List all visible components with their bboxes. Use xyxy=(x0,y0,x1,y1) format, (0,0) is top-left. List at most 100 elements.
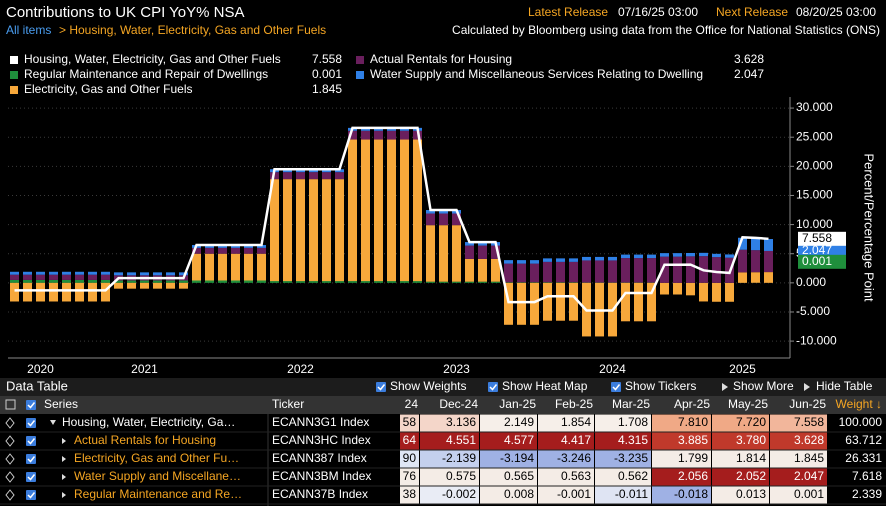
toggle-label[interactable]: Show Heat Map xyxy=(502,379,588,393)
toggle-label[interactable]: Show Weights xyxy=(390,379,466,393)
hide-table[interactable]: Hide Table xyxy=(816,379,873,393)
y-axis-label: Percent/Percentage Point xyxy=(862,153,877,302)
bar-segment xyxy=(296,169,305,173)
x-tick-label: 2025 xyxy=(729,362,756,376)
show-more[interactable]: Show More xyxy=(733,379,794,393)
weight: 26.331 xyxy=(845,451,882,465)
bar-segment xyxy=(699,282,708,302)
heat-cell xyxy=(420,450,479,468)
checkbox[interactable] xyxy=(26,400,36,410)
table-cell: 0.565 xyxy=(504,469,534,483)
bar-segment xyxy=(647,258,656,283)
toggle-label[interactable]: Show Tickers xyxy=(625,379,696,393)
bar-segment xyxy=(543,282,552,283)
row-icon[interactable] xyxy=(5,489,15,501)
row-icon[interactable] xyxy=(5,435,15,447)
expand-icon[interactable] xyxy=(62,492,66,498)
table-cell: -0.018 xyxy=(674,487,708,501)
bar-segment xyxy=(335,179,344,282)
row-icon[interactable] xyxy=(5,417,15,429)
ticker: ECANN3BM Index xyxy=(272,469,371,483)
show-more-icon xyxy=(722,383,728,391)
bar-segment xyxy=(166,280,175,283)
expand-icon[interactable] xyxy=(62,474,66,480)
legend-swatch xyxy=(10,56,18,64)
bar-segment xyxy=(218,253,227,281)
checkmark xyxy=(27,438,36,445)
bar-segment xyxy=(400,139,409,282)
bar-segment xyxy=(361,127,370,131)
heat-cell xyxy=(538,414,594,432)
y-tick-label: -10.000 xyxy=(796,333,837,347)
bar-segment xyxy=(738,272,747,283)
checkbox[interactable] xyxy=(488,382,498,392)
checkbox[interactable] xyxy=(26,454,36,464)
row-icon[interactable] xyxy=(5,471,15,483)
expand-icon[interactable] xyxy=(62,456,66,462)
bar-segment xyxy=(257,280,266,283)
x-tick-label: 2020 xyxy=(27,362,54,376)
ticker: ECANN3G1 Index xyxy=(272,415,369,429)
checkbox[interactable] xyxy=(26,472,36,482)
bar-segment xyxy=(673,256,682,283)
breadcrumb-item[interactable]: > Housing, Water, Electricity, Gas and O… xyxy=(59,23,326,37)
checkbox[interactable] xyxy=(26,436,36,446)
bar-segment xyxy=(426,281,435,283)
bar-segment xyxy=(452,225,461,282)
bar-segment xyxy=(75,279,84,283)
value-badge-label: 7.558 xyxy=(802,231,832,245)
bar-segment xyxy=(10,279,19,283)
bar-segment xyxy=(504,282,513,283)
table-cell: 0.575 xyxy=(446,469,476,483)
heat-cell xyxy=(538,450,594,468)
table-cell: 4.315 xyxy=(618,433,648,447)
bar-segment xyxy=(23,279,32,283)
heat-cell xyxy=(712,468,769,486)
bar-segment xyxy=(322,169,331,173)
weight: 63.712 xyxy=(845,433,882,447)
bar-segment xyxy=(686,256,695,283)
bar-segment xyxy=(322,281,331,283)
checkbox[interactable] xyxy=(26,418,36,428)
legend-value: 7.558 xyxy=(312,52,342,66)
bar-segment xyxy=(192,253,201,281)
bar-segment xyxy=(114,282,123,289)
table-cell: 3.136 xyxy=(446,415,476,429)
expand-icon[interactable] xyxy=(50,420,56,425)
checkmark xyxy=(27,474,36,481)
table-cell: 58 xyxy=(403,415,417,429)
bar-segment xyxy=(517,260,526,264)
checkbox[interactable] xyxy=(376,382,386,392)
x-tick-label: 2021 xyxy=(131,362,158,376)
legend-swatch xyxy=(356,71,364,79)
y-tick-label: 30.000 xyxy=(796,100,833,114)
bar-segment xyxy=(75,282,84,302)
bar-segment xyxy=(270,179,279,282)
bar-segment xyxy=(36,279,45,283)
bar-segment xyxy=(114,272,123,276)
heat-cell xyxy=(538,432,594,450)
legend-value: 2.047 xyxy=(734,67,764,81)
bar-segment xyxy=(348,281,357,283)
bar-segment xyxy=(270,281,279,283)
expand-icon[interactable] xyxy=(62,438,66,444)
table-cell: 3.780 xyxy=(736,433,766,447)
checkmark xyxy=(612,384,621,391)
checkbox[interactable] xyxy=(611,382,621,392)
bar-segment xyxy=(764,250,773,273)
legend-label: Water Supply and Miscellaneous Services … xyxy=(370,67,703,81)
heat-cell xyxy=(770,486,827,504)
bar-segment xyxy=(101,282,110,302)
bar-segment xyxy=(257,247,266,254)
row-icon[interactable] xyxy=(5,453,15,465)
bar-segment xyxy=(621,258,630,283)
value-badge xyxy=(798,254,846,269)
bar-segment xyxy=(465,258,474,282)
bar-segment xyxy=(88,274,97,280)
heat-cell xyxy=(652,432,711,450)
checkbox[interactable] xyxy=(26,490,36,500)
bar-segment xyxy=(465,281,474,283)
breadcrumb-root[interactable]: All items xyxy=(6,23,51,37)
bar-segment xyxy=(413,139,422,282)
x-tick-label: 2024 xyxy=(599,362,626,376)
